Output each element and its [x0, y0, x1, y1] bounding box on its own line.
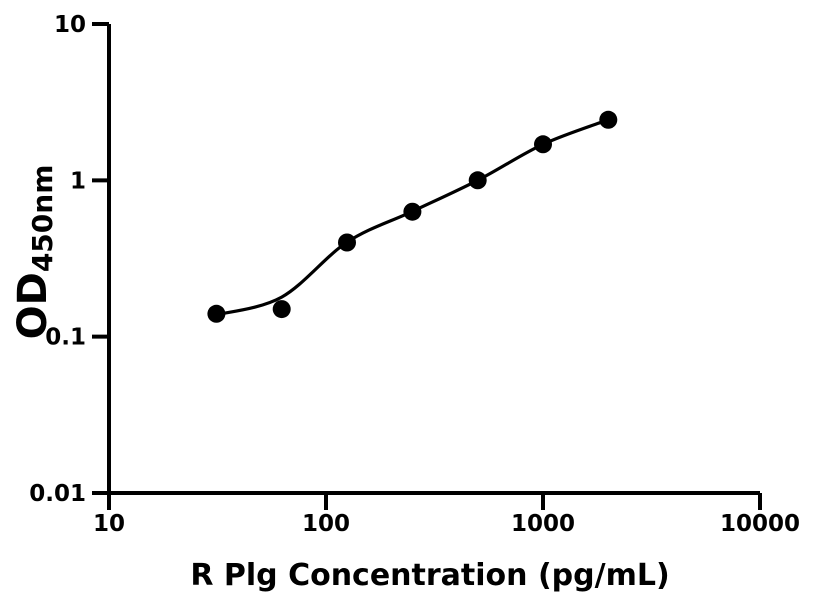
y-axis-title-sub: 450nm	[26, 164, 59, 273]
y-axis-title-main: OD	[10, 272, 56, 340]
x-tick-label: 100	[302, 511, 350, 537]
y-tick-label: 0.01	[29, 481, 86, 507]
y-axis-title: OD450nm	[10, 165, 59, 340]
x-tick-label: 1000	[511, 511, 575, 537]
data-point-marker	[403, 202, 422, 221]
data-point-marker	[468, 171, 487, 190]
data-point-marker	[272, 300, 291, 319]
x-tick-label: 10000	[720, 511, 800, 537]
x-axis-title: R Plg Concentration (pg/mL)	[190, 558, 670, 593]
data-point-marker	[534, 135, 552, 154]
y-tick-label: 1	[70, 168, 86, 194]
x-tick-label: 10	[93, 511, 125, 537]
y-tick-label: 10	[54, 12, 86, 38]
data-point-marker	[207, 304, 226, 323]
data-point-marker	[338, 233, 356, 252]
data-point-marker	[599, 110, 618, 129]
y-tick-label: 0.1	[45, 325, 86, 351]
